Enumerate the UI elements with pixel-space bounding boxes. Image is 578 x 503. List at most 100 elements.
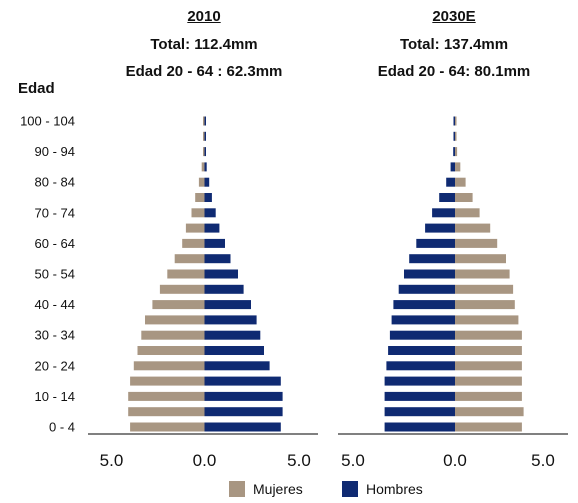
bar-2010-hombres-5 [204, 346, 264, 355]
bar-2030E-mujeres-17 [455, 162, 461, 172]
x-tick-label-2010-1: 0.0 [193, 451, 217, 470]
legend-swatch-hombres [342, 481, 358, 497]
bar-2030E-mujeres-9 [455, 284, 514, 294]
bar-2030E-mujeres-5 [455, 346, 522, 355]
bar-2010-hombres-4 [204, 361, 270, 371]
bar-2030E-hombres-7 [391, 315, 455, 325]
bar-2030E-mujeres-2 [455, 391, 522, 401]
bar-2030E-hombres-2 [384, 391, 455, 401]
y-tick-label-4: 20 - 24 [35, 358, 75, 373]
bar-2030E-mujeres-16 [455, 177, 466, 187]
bar-2010-mujeres-10 [167, 269, 205, 279]
y-tick-label-20: 100 - 104 [20, 114, 75, 129]
bar-2010-hombres-14 [204, 208, 216, 218]
y-tick-label-8: 40 - 44 [35, 297, 75, 312]
x-tick-label-2010-0: 5.0 [100, 451, 124, 470]
bar-2030E-mujeres-0 [455, 422, 522, 432]
bar-2010-hombres-13 [204, 223, 220, 233]
panel-2-year: 2030E [432, 8, 476, 25]
legend-swatch-mujeres [229, 481, 245, 497]
bar-2010-mujeres-8 [152, 300, 205, 310]
bar-2010-mujeres-4 [133, 361, 205, 371]
bar-2010-hombres-3 [204, 376, 281, 386]
bar-2010-hombres-8 [204, 300, 251, 310]
bar-2010-hombres-17 [204, 162, 207, 172]
bar-2030E-hombres-20 [453, 116, 455, 126]
bar-2010-mujeres-17 [201, 162, 205, 172]
bar-2010-hombres-1 [204, 407, 283, 417]
x-tick-label-2010-2: 5.0 [287, 451, 311, 470]
bar-2030E-mujeres-4 [455, 361, 522, 371]
bar-2030E-hombres-3 [384, 376, 455, 386]
panel-1-working-age: Edad 20 - 64 : 62.3mm [125, 63, 283, 80]
legend-label-hombres: Hombres [366, 481, 423, 497]
bar-2030E-hombres-12 [416, 238, 455, 248]
bar-2010-mujeres-3 [130, 376, 205, 386]
bar-2010-mujeres-13 [185, 223, 205, 233]
bar-2010-mujeres-15 [195, 193, 205, 202]
bar-2030E-hombres-8 [393, 300, 455, 310]
y-axis-title: Edad [18, 80, 55, 97]
bar-2010-mujeres-16 [198, 177, 205, 187]
y-tick-label-14: 70 - 74 [35, 205, 75, 220]
bar-2010-hombres-19 [204, 131, 206, 141]
bar-2010-hombres-6 [204, 330, 261, 340]
y-tick-label-10: 50 - 54 [35, 267, 75, 282]
bar-2010-mujeres-19 [203, 131, 205, 141]
bar-2030E-mujeres-15 [455, 193, 473, 202]
y-tick-label-16: 80 - 84 [35, 175, 75, 190]
bar-2010-mujeres-7 [145, 315, 205, 325]
bar-2030E-hombres-4 [386, 361, 455, 371]
bar-2030E-mujeres-11 [455, 254, 506, 264]
bar-2030E-mujeres-3 [455, 376, 522, 386]
bar-2010-mujeres-9 [159, 284, 205, 294]
bar-2010-hombres-15 [204, 193, 212, 202]
bar-2010-hombres-2 [204, 391, 283, 401]
bar-2030E-hombres-1 [384, 407, 455, 417]
y-tick-label-18: 90 - 94 [35, 144, 75, 159]
panel-1-year: 2010 [187, 8, 221, 25]
bar-2030E-mujeres-13 [455, 223, 491, 233]
legend-label-mujeres: Mujeres [253, 481, 303, 497]
bar-2030E-hombres-17 [450, 162, 455, 172]
bar-2010-hombres-9 [204, 284, 244, 294]
bar-2010-mujeres-5 [137, 346, 205, 355]
panel-2-total: Total: 137.4mm [399, 36, 509, 53]
bar-2010-hombres-10 [204, 269, 238, 279]
bar-2010-hombres-20 [204, 116, 206, 126]
bar-2030E-mujeres-1 [455, 407, 524, 417]
bar-2010-mujeres-14 [191, 208, 205, 218]
bar-2030E-hombres-10 [404, 269, 455, 279]
bar-2030E-mujeres-12 [455, 238, 498, 248]
bar-2030E-mujeres-7 [455, 315, 519, 325]
panel-2-working-age: Edad 20 - 64: 80.1mm [377, 63, 531, 80]
y-tick-label-6: 30 - 34 [35, 328, 75, 343]
bar-2030E-mujeres-8 [455, 300, 515, 310]
y-tick-label-12: 60 - 64 [35, 236, 75, 251]
bar-2010-mujeres-12 [182, 238, 205, 248]
bar-2030E-mujeres-20 [455, 116, 457, 126]
y-tick-label-2: 10 - 14 [35, 389, 75, 404]
bar-2010-hombres-0 [204, 422, 281, 432]
legend-item-hombres: Hombres [342, 481, 423, 497]
bar-2030E-hombres-0 [384, 422, 455, 432]
bar-2030E-hombres-14 [432, 208, 455, 218]
bar-2030E-mujeres-10 [455, 269, 510, 279]
bar-2030E-hombres-11 [409, 254, 455, 264]
panel-1-total: Total: 112.4mm [150, 36, 258, 53]
bar-2030E-hombres-13 [425, 223, 455, 233]
bar-2010-hombres-11 [204, 254, 231, 264]
bar-2030E-hombres-6 [389, 330, 455, 340]
x-tick-label-2030E-2: 5.0 [531, 451, 555, 470]
bar-2030E-hombres-15 [439, 193, 455, 202]
bar-2010-mujeres-1 [128, 407, 205, 417]
bar-2010-hombres-18 [204, 147, 206, 157]
x-tick-label-2030E-1: 0.0 [443, 451, 467, 470]
bar-2010-mujeres-0 [130, 422, 205, 432]
bar-2010-mujeres-2 [128, 391, 205, 401]
bar-2010-hombres-16 [204, 177, 210, 187]
bar-2030E-hombres-5 [388, 346, 455, 355]
bar-2010-mujeres-6 [141, 330, 205, 340]
bar-2030E-hombres-16 [446, 177, 455, 187]
